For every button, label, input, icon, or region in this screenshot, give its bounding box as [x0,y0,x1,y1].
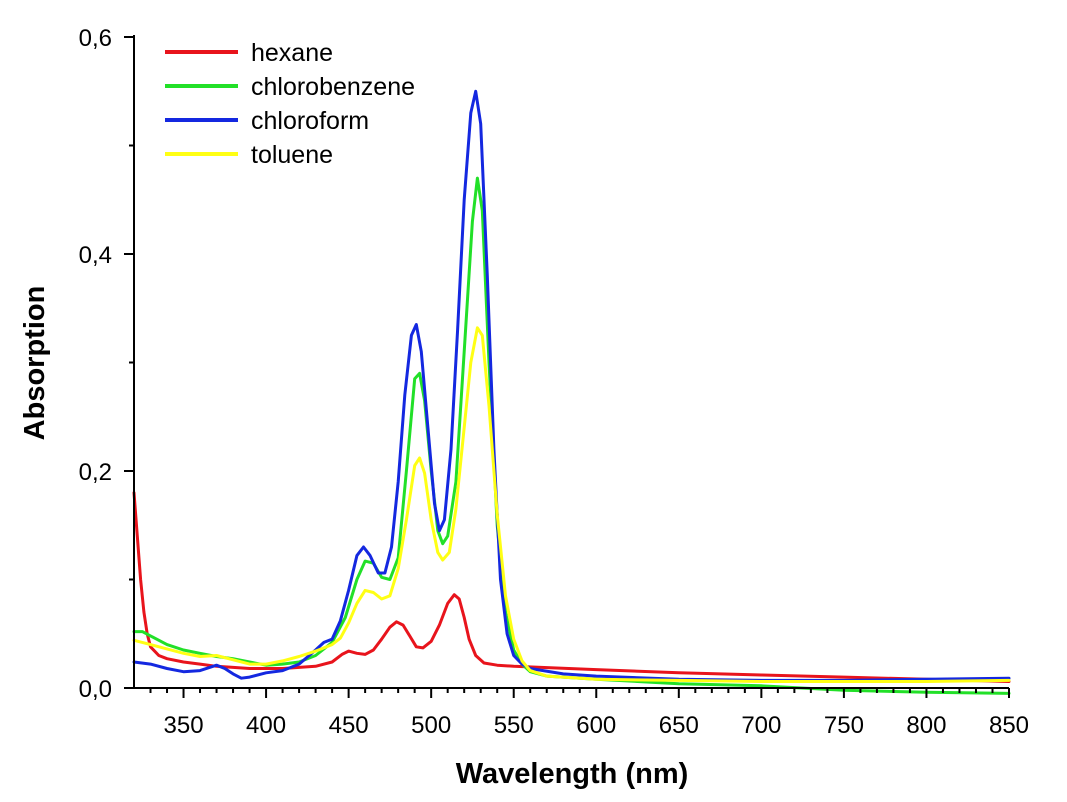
x-tick-label: 350 [164,712,204,739]
x-tick-label: 700 [741,712,781,739]
y-axis-title: Absorption [19,286,51,441]
x-tick-label: 800 [906,712,946,739]
x-tick-label: 500 [411,712,451,739]
series-line-chlorobenzene [132,176,1011,695]
legend-label-hexane: hexane [251,39,333,67]
legend: hexane chlorobenzene chloroform toluene [165,39,415,169]
series-lines [132,89,1011,695]
series-line-chloroform [132,89,1011,682]
x-tick-label: 850 [989,712,1029,739]
x-axis-ticks: 350 400 450 500 550 600 650 700 750 800 850 [149,688,1029,739]
legend-label-chloroform: chloroform [251,107,369,135]
x-tick-label: 750 [824,712,864,739]
x-axis-title: Wavelength (nm) [456,758,689,790]
x-tick-label: 600 [576,712,616,739]
series-line-hexane [132,491,1011,683]
y-tick-label: 0,2 [79,459,112,486]
x-tick-label: 450 [329,712,369,739]
legend-label-toluene: toluene [251,141,333,169]
series-line-toluene [132,326,1011,683]
x-tick-label: 550 [494,712,534,739]
y-axis-ticks: 0,0 0,2 0,4 0,6 [79,25,134,703]
y-tick-label: 0,6 [79,25,112,52]
legend-label-chlorobenzene: chlorobenzene [251,73,415,101]
y-tick-label: 0,0 [79,676,112,703]
y-tick-label: 0,4 [79,242,112,269]
x-tick-label: 650 [659,712,699,739]
x-tick-label: 400 [246,712,286,739]
